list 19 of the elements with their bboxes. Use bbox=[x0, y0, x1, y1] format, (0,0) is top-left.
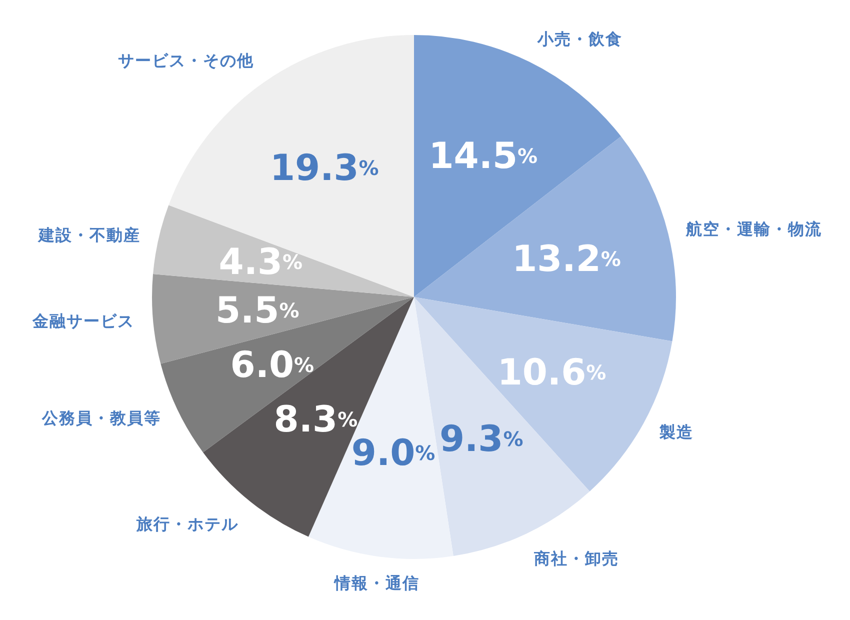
data-label: 5.5% bbox=[215, 290, 300, 331]
pie-slice bbox=[153, 205, 414, 297]
slice-label: 商社・卸売 bbox=[533, 548, 620, 568]
data-label: 9.3% bbox=[439, 418, 524, 460]
data-label: 13.2% bbox=[512, 238, 621, 280]
data-label: 14.5% bbox=[428, 135, 538, 176]
pie-slice bbox=[414, 136, 676, 342]
data-label: 19.3% bbox=[270, 147, 379, 188]
slice-label: サービス・その他 bbox=[118, 51, 254, 70]
slice-label: 航空・運輸・物流 bbox=[684, 219, 822, 238]
slice-label: 旅行・ホテル bbox=[136, 514, 239, 534]
slice-label: 公務員・教員等 bbox=[41, 408, 162, 428]
slice-label: 金融サービス bbox=[32, 311, 135, 330]
slice-label: 小売・飲食 bbox=[536, 30, 622, 49]
slice-label: 情報・通信 bbox=[334, 573, 420, 592]
data-label: 6.0% bbox=[230, 344, 314, 386]
slice-label: 建設・不動産 bbox=[36, 225, 141, 244]
slice-label: 製造 bbox=[658, 422, 694, 442]
data-label: 10.6% bbox=[497, 352, 606, 394]
